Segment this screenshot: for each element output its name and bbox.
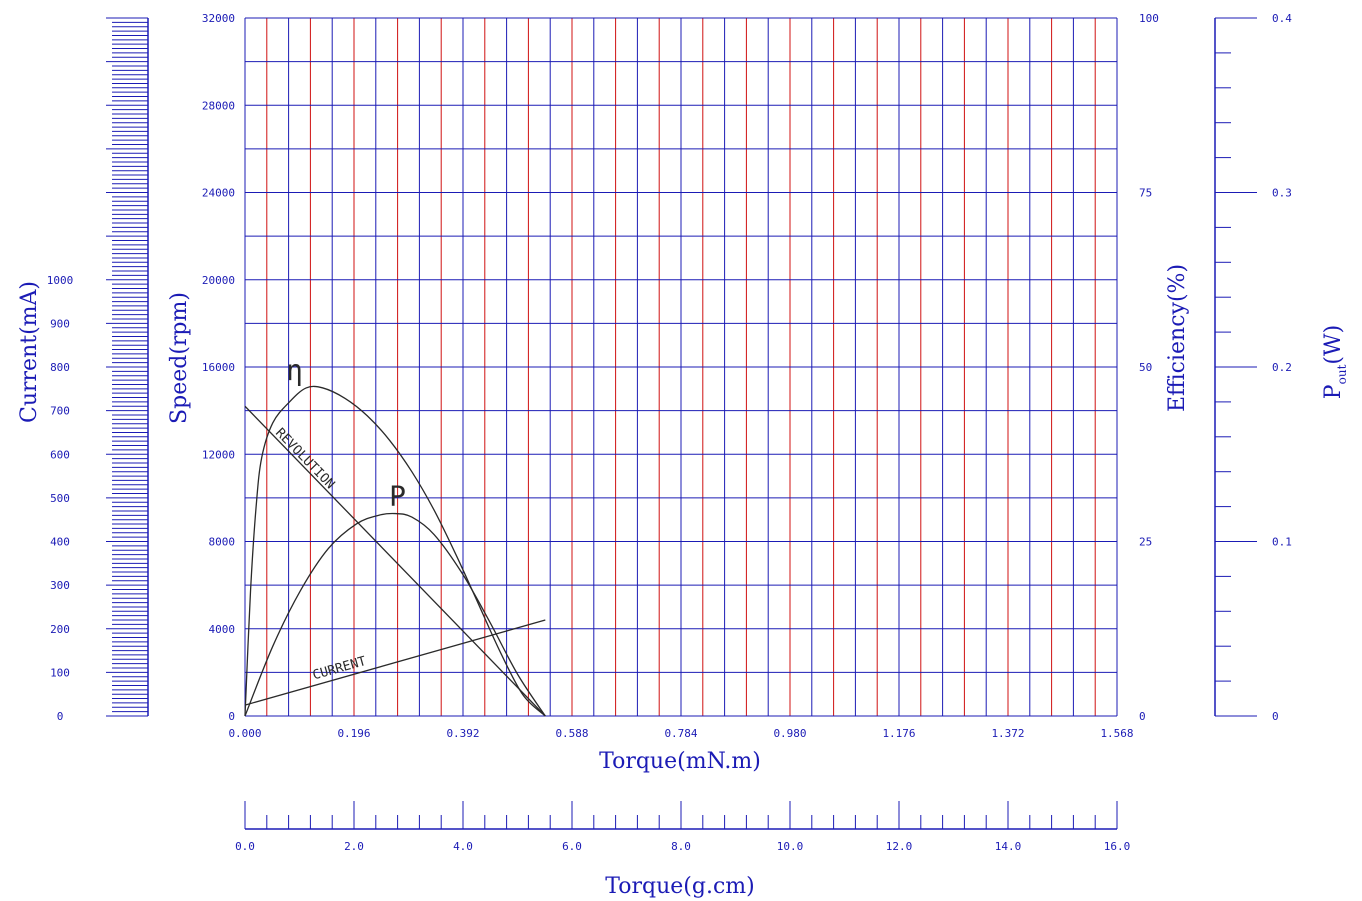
current-tick-label: 900 xyxy=(50,317,70,330)
speed-tick-label: 28000 xyxy=(202,99,235,112)
x2-tick-label: 12.0 xyxy=(886,840,913,853)
current-tick-label: 200 xyxy=(50,623,70,636)
current-tick-label: 700 xyxy=(50,405,70,418)
series-line-revolution xyxy=(244,405,546,717)
efficiency-label: η xyxy=(286,354,303,387)
series-line-efficiency xyxy=(244,385,546,717)
pout-tick-label: 0.3 xyxy=(1272,187,1292,200)
efficiency-tick-label: 0 xyxy=(1139,710,1146,723)
x2-tick-label: 0.0 xyxy=(235,840,255,853)
efficiency-tick-label: 100 xyxy=(1139,12,1159,25)
current-tick-label: 800 xyxy=(50,361,70,374)
series-line-current xyxy=(244,619,546,706)
x2-tick-label: 14.0 xyxy=(995,840,1022,853)
efficiency-tick-label: 25 xyxy=(1139,536,1152,549)
grid xyxy=(244,17,1118,717)
x-tick-label: 0.980 xyxy=(773,727,806,740)
speed-tick-label: 16000 xyxy=(202,361,235,374)
speed-tick-label: 4000 xyxy=(209,623,236,636)
current-tick-label: 100 xyxy=(50,666,70,679)
x2-tick-label: 6.0 xyxy=(562,840,582,853)
efficiency-tick-label: 50 xyxy=(1139,361,1152,374)
pout-label-sub: out xyxy=(1335,364,1349,384)
x-tick-label: 0.000 xyxy=(228,727,261,740)
current-tick-label: 0 xyxy=(57,710,64,723)
efficiency-tick-label: 75 xyxy=(1139,187,1152,200)
x-tick-label: 1.568 xyxy=(1100,727,1133,740)
speed-tick-label: 20000 xyxy=(202,274,235,287)
current-tick-label: 400 xyxy=(50,536,70,549)
speed-tick-label: 8000 xyxy=(209,536,236,549)
x-tick-label: 0.784 xyxy=(664,727,697,740)
x-tick-label: 0.588 xyxy=(555,727,588,740)
pout-tick-label: 0.1 xyxy=(1272,536,1292,549)
pout-label: P xyxy=(389,480,406,513)
pout-label-tail: (W) xyxy=(1321,325,1346,365)
efficiency-axis-title: Efficiency(%) xyxy=(1165,264,1190,412)
pout-axis-title: Pout(W) xyxy=(1321,325,1349,399)
current-axis-title: Current(mA) xyxy=(17,281,42,423)
x-tick-label: 0.392 xyxy=(446,727,479,740)
revolution-label: REVOLUTION xyxy=(272,426,337,493)
speed-tick-label: 32000 xyxy=(202,12,235,25)
speed-tick-label: 0 xyxy=(228,710,235,723)
axes: 0.000 0.196 0.392 0.588 0.784 0.980 1.176 1.372… xyxy=(47,12,1292,853)
current-tick-label: 1000 xyxy=(47,274,74,287)
x-tick-label: 1.372 xyxy=(991,727,1024,740)
speed-tick-label: 12000 xyxy=(202,448,235,461)
x-axis-title: Torque(mN.m) xyxy=(599,749,761,774)
current-tick-label: 500 xyxy=(50,492,70,505)
x-tick-label: 1.176 xyxy=(882,727,915,740)
x2-tick-label: 2.0 xyxy=(344,840,364,853)
series-line-pout xyxy=(244,512,546,717)
current-tick-label: 300 xyxy=(50,579,70,592)
pout-tick-label: 0.2 xyxy=(1272,361,1292,374)
x2-tick-label: 4.0 xyxy=(453,840,473,853)
x2-tick-label: 10.0 xyxy=(777,840,804,853)
speed-axis-title: Speed(rpm) xyxy=(167,292,192,424)
current-tick-label: 600 xyxy=(50,448,70,461)
speed-tick-label: 24000 xyxy=(202,187,235,200)
x2-axis-title: Torque(g.cm) xyxy=(605,874,754,899)
x-tick-label: 0.196 xyxy=(337,727,370,740)
pout-tick-label: 0.4 xyxy=(1272,12,1292,25)
x2-tick-label: 16.0 xyxy=(1104,840,1131,853)
x2-tick-label: 8.0 xyxy=(671,840,691,853)
pout-label-main: P xyxy=(1321,384,1346,399)
pout-tick-label: 0 xyxy=(1272,710,1279,723)
